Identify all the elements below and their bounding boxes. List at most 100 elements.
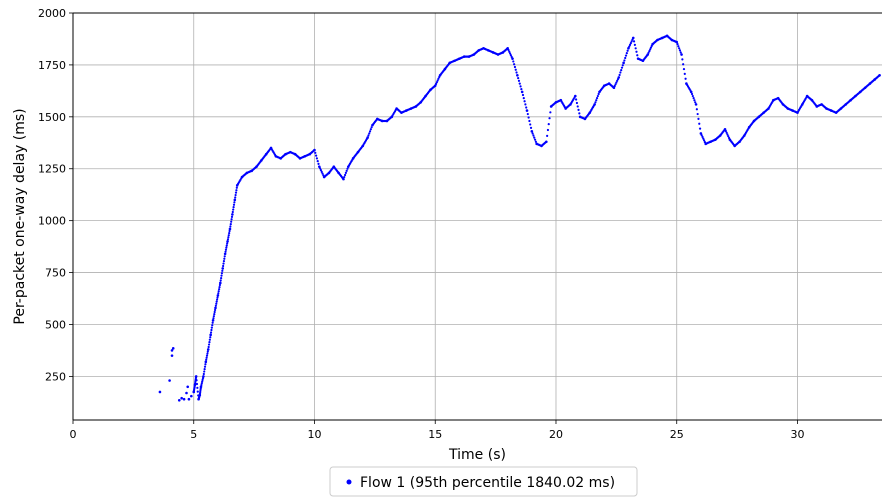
data-point [509, 52, 512, 55]
data-point [195, 379, 198, 382]
data-point [225, 246, 228, 249]
data-point [520, 90, 524, 94]
data-point [222, 262, 225, 265]
data-point [199, 385, 203, 389]
data-point [227, 234, 230, 237]
data-point [698, 122, 701, 125]
data-point [647, 51, 650, 54]
x-tick-label: 0 [70, 428, 77, 441]
data-point [229, 225, 232, 228]
data-point [518, 82, 521, 85]
data-point [678, 47, 681, 50]
data-point [218, 288, 221, 291]
data-point [366, 136, 369, 139]
data-point [529, 123, 532, 126]
data-point [319, 169, 323, 172]
data-point [593, 103, 596, 106]
data-point [508, 50, 511, 53]
data-point [533, 138, 537, 141]
data-point [342, 177, 345, 181]
data-point [623, 59, 626, 62]
data-point [526, 112, 529, 116]
legend: Flow 1 (95th percentile 1840.02 ms) [329, 466, 638, 497]
data-point [532, 134, 535, 137]
data-point [209, 331, 213, 334]
data-point [213, 310, 216, 314]
data-point [512, 60, 515, 63]
data-point [315, 154, 318, 157]
data-point [511, 57, 514, 60]
data-point [204, 363, 207, 366]
data-point [222, 260, 226, 263]
legend-marker [346, 479, 352, 485]
data-point [694, 103, 698, 106]
data-point [546, 134, 549, 137]
data-point [220, 272, 224, 275]
data-point [223, 252, 227, 256]
data-point [692, 97, 695, 100]
data-point [523, 100, 526, 103]
data-point [180, 396, 183, 400]
data-point [171, 347, 175, 350]
data-point [548, 117, 551, 120]
data-point [206, 352, 209, 355]
data-point [320, 170, 323, 173]
data-point [343, 175, 346, 179]
data-point [319, 167, 322, 170]
data-point [614, 83, 617, 86]
data-point [215, 300, 218, 303]
data-point [724, 129, 727, 133]
data-point [220, 274, 223, 277]
data-point [620, 69, 623, 72]
data-point [186, 385, 190, 389]
data-point [232, 203, 236, 206]
data-point [680, 53, 683, 56]
data-point [594, 101, 597, 104]
data-point [700, 134, 703, 137]
data-point [682, 67, 686, 71]
x-tick-label: 20 [549, 428, 563, 441]
data-point [528, 119, 531, 123]
data-point [368, 132, 371, 135]
data-point [509, 54, 513, 57]
data-point [211, 321, 214, 324]
data-point [691, 94, 694, 98]
data-point [221, 267, 225, 270]
data-point [681, 58, 684, 61]
data-point [727, 135, 730, 138]
data-point [187, 397, 191, 401]
data-point [315, 157, 319, 160]
data-point [205, 356, 208, 359]
data-point [683, 72, 686, 76]
data-point [208, 338, 211, 341]
data-point [226, 242, 229, 245]
data-point [218, 283, 222, 287]
data-point [636, 54, 639, 57]
data-point [596, 94, 599, 98]
data-point [630, 40, 633, 43]
data-point [530, 130, 534, 133]
data-point [507, 48, 510, 52]
data-point [677, 45, 680, 48]
data-point [531, 132, 534, 135]
data-point [233, 198, 237, 202]
data-point [216, 294, 220, 297]
data-point [202, 372, 205, 376]
data-point [205, 358, 208, 361]
data-point [346, 167, 349, 170]
data-point [212, 315, 215, 318]
data-point [201, 380, 204, 383]
data-point [202, 375, 205, 378]
data-point [574, 94, 577, 98]
data-point [230, 218, 233, 221]
data-point [224, 248, 228, 251]
data-point [633, 43, 636, 46]
data-point [200, 382, 203, 385]
data-point [185, 391, 188, 395]
data-point [649, 46, 653, 49]
data-point [223, 257, 226, 260]
data-point [190, 394, 193, 398]
data-point [517, 79, 521, 82]
data-point [220, 277, 223, 280]
data-point [367, 134, 370, 137]
